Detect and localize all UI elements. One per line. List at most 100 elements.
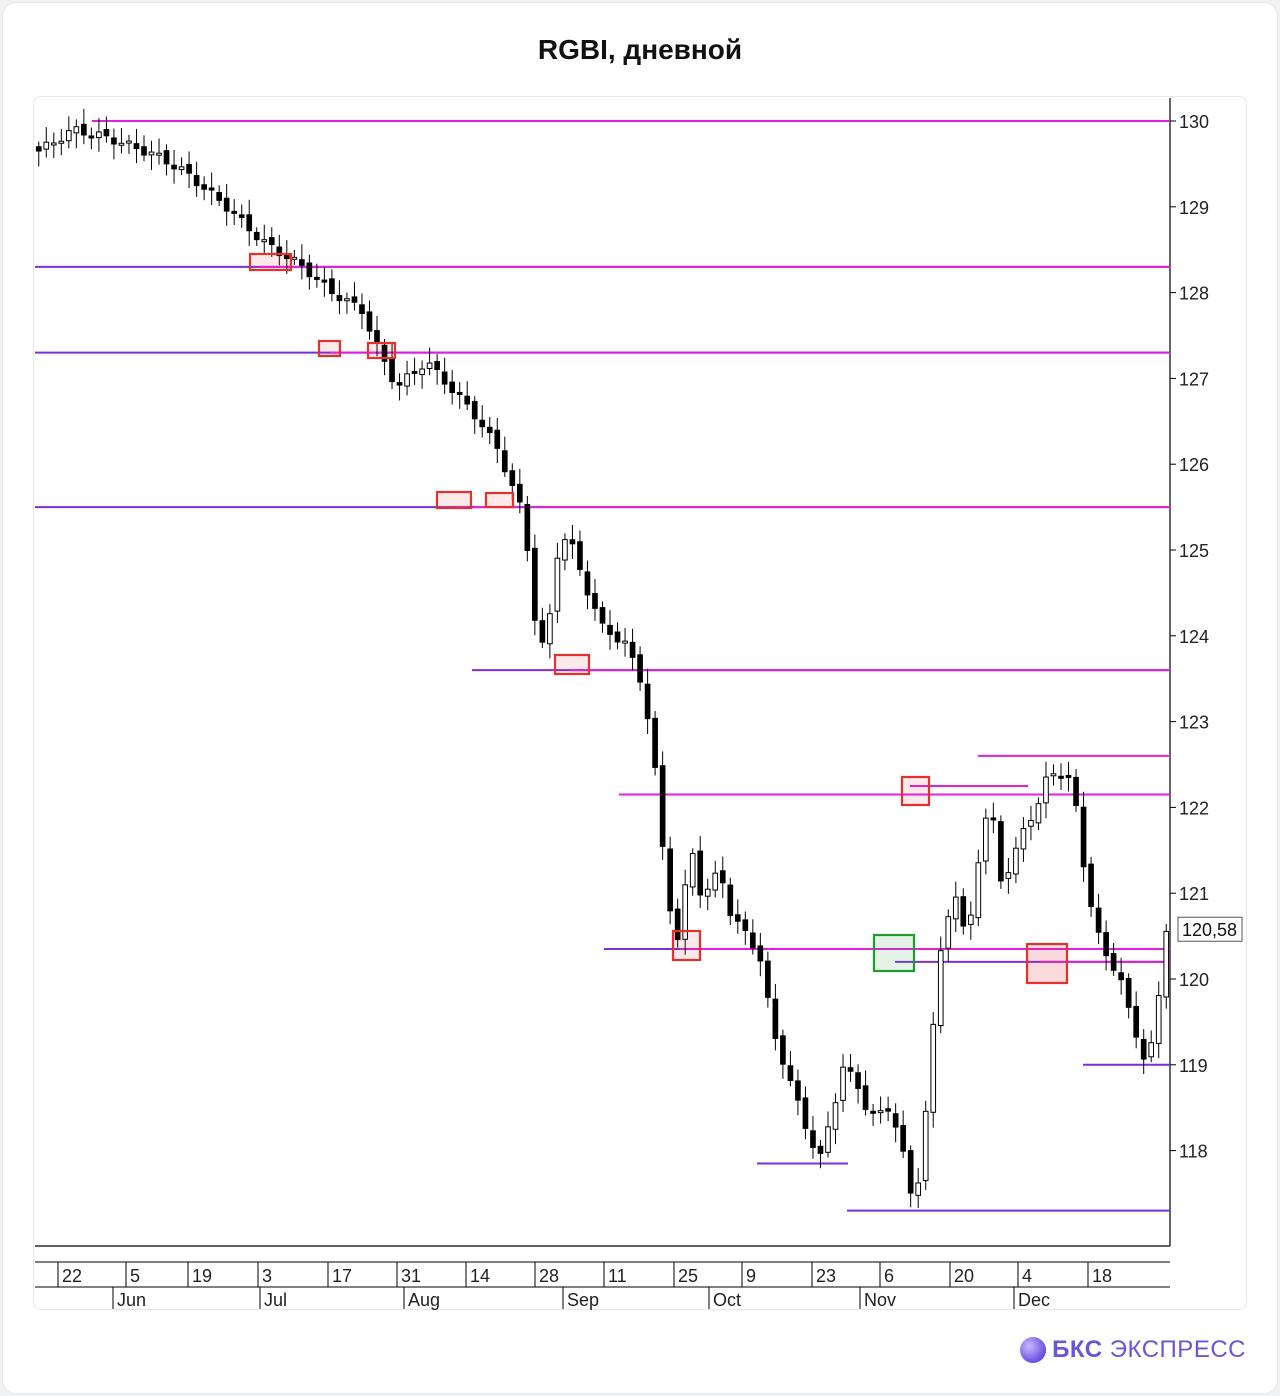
candle-up <box>1013 847 1019 875</box>
candle-up <box>291 256 298 260</box>
month-label: Nov <box>864 1290 896 1310</box>
candle-down <box>584 571 591 596</box>
candle-down <box>208 187 215 191</box>
candle-up <box>43 141 50 150</box>
candle-down <box>186 164 192 174</box>
candle-down <box>742 919 749 931</box>
y-tick-label: 127 <box>1179 369 1209 389</box>
candle-up <box>682 884 689 940</box>
candle-down <box>441 371 448 385</box>
candle-down <box>434 361 440 370</box>
candle-down <box>516 483 523 503</box>
candle-up <box>554 557 561 612</box>
signal-box-red <box>553 653 591 676</box>
candle-down <box>907 1150 914 1194</box>
candle-down <box>1088 863 1094 907</box>
candle-down <box>629 641 636 658</box>
candle-down <box>659 765 666 847</box>
day-tick-label: 22 <box>62 1266 82 1286</box>
candle-down <box>351 296 358 303</box>
candle-up <box>689 853 696 888</box>
candle-up <box>1163 930 1170 998</box>
y-tick-label: 129 <box>1179 198 1209 218</box>
candle-down <box>1125 977 1132 1008</box>
candle-up <box>1028 820 1034 827</box>
signal-box-green <box>872 933 916 973</box>
day-tick-label: 28 <box>539 1266 559 1286</box>
candle-down <box>757 945 764 962</box>
day-tick-label: 6 <box>884 1266 894 1286</box>
signal-box-red <box>484 491 515 509</box>
candle-down <box>990 817 997 821</box>
candle-down <box>1140 1038 1147 1060</box>
day-tick-label: 20 <box>954 1266 974 1286</box>
chart-title: RGBI, дневной <box>537 34 743 65</box>
candle-down <box>765 960 771 998</box>
candle-down <box>960 896 967 927</box>
candle-up <box>952 896 959 920</box>
candle-down <box>171 164 177 170</box>
candle-down <box>795 1080 801 1101</box>
candle-down <box>1133 1005 1140 1038</box>
candle-down <box>276 246 283 257</box>
y-tick-label: 126 <box>1179 455 1209 475</box>
candle-down <box>1110 953 1117 971</box>
day-tick-label: 18 <box>1092 1266 1112 1286</box>
candle-down <box>577 541 583 570</box>
signal-box-red <box>248 252 293 272</box>
candle-down <box>539 620 546 643</box>
candle-up <box>704 888 711 897</box>
candle-up <box>261 239 268 243</box>
candle-down <box>772 998 779 1039</box>
candle-down <box>231 210 238 214</box>
candle-down <box>479 419 486 428</box>
candle-up <box>945 916 952 949</box>
candle-down <box>855 1072 861 1089</box>
y-tick-label: 124 <box>1179 627 1209 647</box>
candle-down <box>644 683 651 720</box>
day-tick-label: 4 <box>1022 1266 1032 1286</box>
candle-up <box>975 862 982 919</box>
day-tick-label: 23 <box>816 1266 836 1286</box>
candle-up <box>50 142 57 146</box>
signal-box-red <box>366 341 397 360</box>
y-tick-label: 118 <box>1179 1142 1208 1162</box>
candle-up <box>547 613 553 645</box>
candle-down <box>734 914 741 922</box>
candle-up <box>983 817 989 862</box>
candle-down <box>652 717 658 768</box>
candle-down <box>780 1035 786 1065</box>
candle-down <box>810 1130 816 1148</box>
month-label: Jun <box>117 1290 146 1310</box>
candle-up <box>1155 995 1162 1044</box>
candle-up <box>1005 872 1012 879</box>
y-tick-label: 119 <box>1179 1056 1208 1076</box>
y-tick-label: 120 <box>1179 970 1209 990</box>
candle-down <box>509 470 516 486</box>
candle-down <box>719 870 726 884</box>
candle-down <box>163 150 170 165</box>
candle-down <box>998 821 1004 882</box>
candle-up <box>1148 1042 1155 1058</box>
signal-box-red <box>1025 942 1069 985</box>
candle-up <box>73 126 80 134</box>
candle-down <box>1058 775 1064 779</box>
candle-down <box>103 128 110 137</box>
candle-down <box>787 1065 794 1081</box>
candle-down <box>802 1097 809 1129</box>
candle-up <box>922 1110 929 1182</box>
candle-up <box>344 298 350 302</box>
candle-up <box>622 640 628 644</box>
day-tick-label: 19 <box>192 1266 212 1286</box>
month-label: Jul <box>264 1290 287 1310</box>
chart-panel <box>33 96 1247 1310</box>
candle-down <box>1065 774 1072 778</box>
candle-down <box>817 1145 824 1154</box>
candle-up <box>404 373 410 387</box>
candle-down <box>1095 907 1102 933</box>
candle-down <box>35 146 42 152</box>
day-tick-label: 25 <box>678 1266 698 1286</box>
y-tick-label: 121 <box>1179 884 1209 904</box>
candle-down <box>900 1125 906 1152</box>
month-label: Sep <box>567 1290 599 1310</box>
